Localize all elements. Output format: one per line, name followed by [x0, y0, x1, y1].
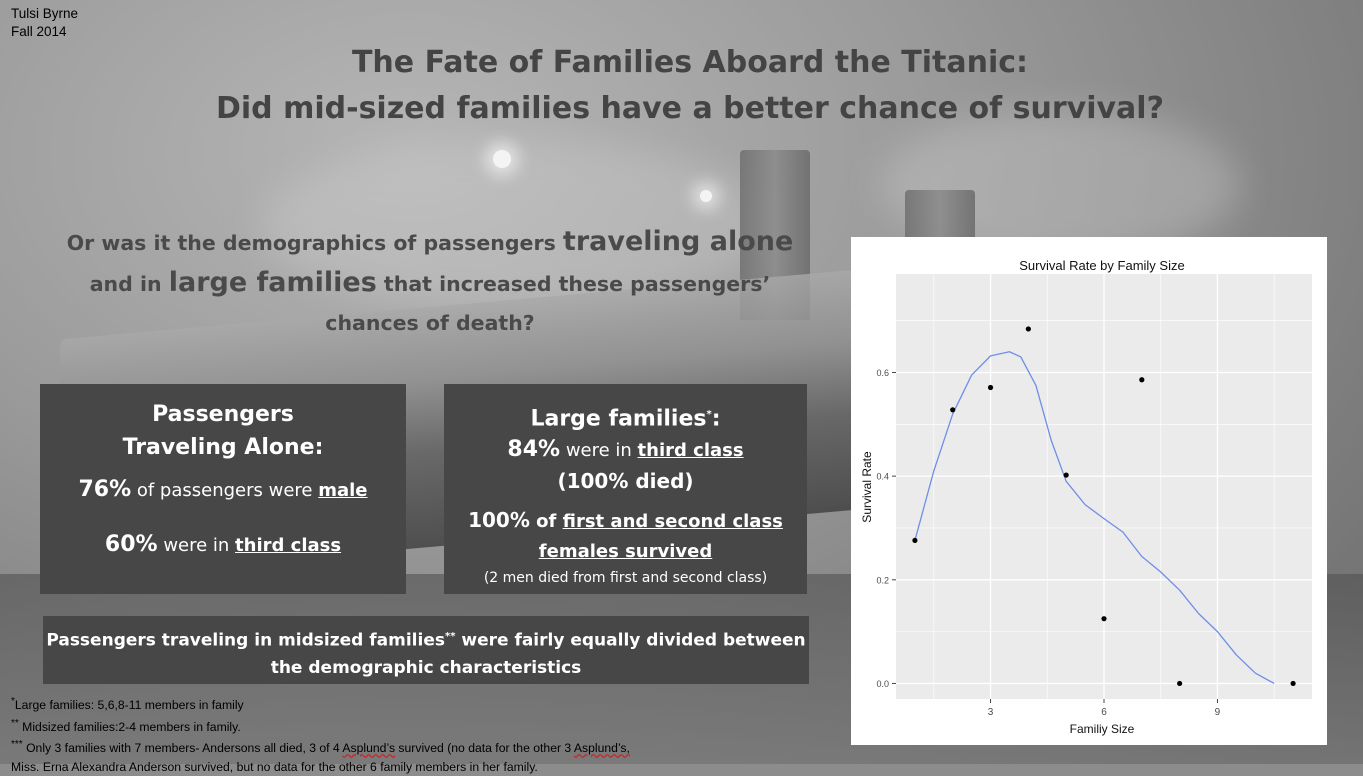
- data-point: [912, 537, 918, 544]
- stat-females-survived: 100% of first and second class females s…: [468, 508, 783, 563]
- men-died-note: (2 men died from first and second class): [483, 570, 768, 587]
- author-term: Fall 2014: [11, 24, 67, 39]
- title-line-2: Did mid-sized families have a better cha…: [216, 91, 1164, 126]
- stat-male: 76% of passengers were male: [78, 477, 368, 502]
- footnote-4: Miss. Erna Alexandra Anderson survived, …: [11, 759, 538, 774]
- axis-ticks: 3 6 9 0.0 0.2 0.4 0.6: [876, 368, 1220, 718]
- question-text: Or was it the demographics of passengers: [66, 231, 563, 255]
- data-point: [987, 384, 994, 391]
- footnote-3: *** Only 3 families with 7 members- Ande…: [11, 739, 630, 756]
- data-point: [1290, 680, 1296, 687]
- author-name: Tulsi Byrne: [11, 6, 79, 21]
- author-block: Tulsi Byrne Fall 2014: [11, 5, 78, 41]
- data-point: [1101, 616, 1107, 622]
- chart-svg: Survival Rate by Family Size 3 6 9 0.0 0.2 0.…: [860, 258, 1312, 736]
- smooth-line: [914, 351, 1275, 685]
- data-point: [1177, 680, 1183, 687]
- midsized-families-box: Passengers traveling in midsized familie…: [43, 616, 809, 684]
- y-tick-label: 0.0: [876, 679, 889, 689]
- question-text: that increased these passengers’: [376, 272, 771, 296]
- large-families-heading: Large families*:: [530, 406, 721, 432]
- question-text: chances of death?: [325, 311, 535, 335]
- stat-third-class-large: 84% were in third class: [507, 437, 744, 463]
- data-point: [950, 407, 956, 413]
- research-question: Or was it the demographics of passengers…: [60, 222, 800, 343]
- midsized-text: Passengers traveling in midsized familie…: [46, 630, 806, 678]
- footnote-2: ** Midsized families:2-4 members in fami…: [11, 717, 241, 734]
- data-point: [1139, 377, 1145, 383]
- gridlines: [896, 274, 1312, 699]
- large-families-box: Large families*: 84% were in third class…: [444, 384, 807, 594]
- question-emphasis-large: large families: [168, 267, 377, 298]
- x-tick-label: 3: [988, 707, 994, 718]
- data-points: [912, 326, 1296, 687]
- question-emphasis-alone: traveling alone: [562, 226, 794, 257]
- chart-title: Survival Rate by Family Size: [1019, 258, 1184, 273]
- y-tick-label: 0.4: [876, 472, 889, 482]
- poster-title: The Fate of Families Aboard the Titanic:…: [0, 40, 1363, 132]
- x-axis-label: Familiy Size: [1070, 722, 1135, 736]
- question-text: and in: [89, 272, 169, 296]
- stat-third-class: 60% were in third class: [104, 532, 342, 557]
- data-point: [1025, 326, 1031, 332]
- stat-all-died: (100% died): [557, 469, 694, 494]
- y-tick-label: 0.2: [876, 575, 889, 585]
- x-tick-label: 6: [1101, 707, 1107, 718]
- traveling-alone-heading: Passengers Traveling Alone:: [122, 402, 324, 460]
- x-tick-label: 9: [1215, 707, 1221, 718]
- y-axis-label: Survival Rate: [860, 451, 874, 523]
- data-point: [1063, 472, 1069, 478]
- footnote-1: *Large families: 5,6,8-11 members in fam…: [11, 696, 244, 713]
- traveling-alone-box: Passengers Traveling Alone: 76% of passe…: [40, 384, 406, 594]
- survival-chart: Survival Rate by Family Size 3 6 9 0.0 0.2 0.…: [851, 237, 1327, 745]
- y-tick-label: 0.6: [876, 368, 889, 378]
- title-line-1: The Fate of Families Aboard the Titanic:: [351, 45, 1029, 80]
